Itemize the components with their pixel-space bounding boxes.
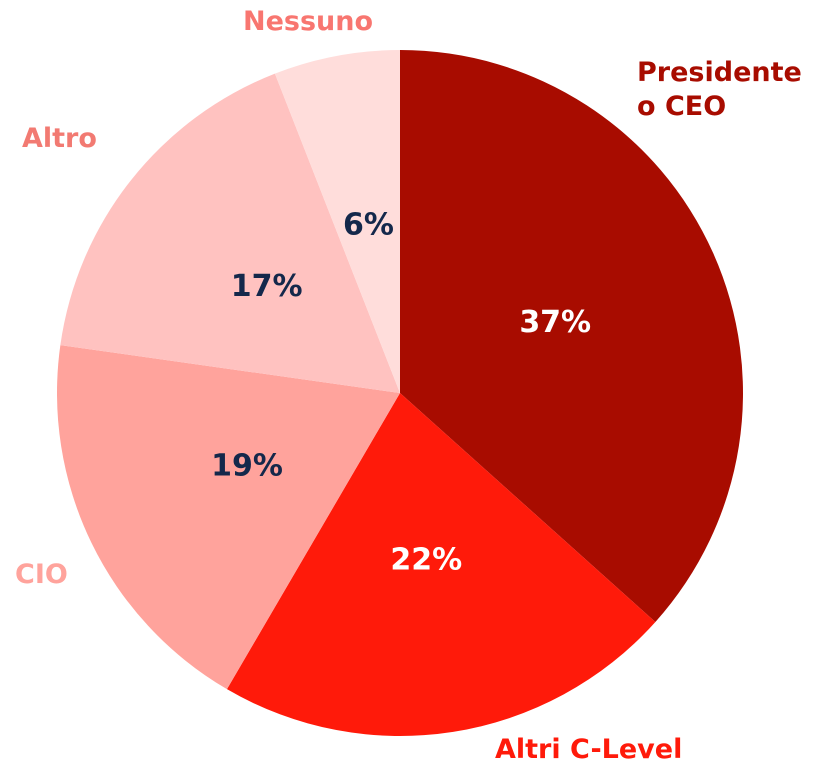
category-label: Altri C-Level bbox=[495, 734, 683, 765]
value-label: 37% bbox=[519, 305, 591, 340]
value-label: 6% bbox=[343, 207, 394, 242]
category-label: Nessuno bbox=[243, 6, 374, 37]
pie-slice bbox=[226, 393, 656, 737]
category-label: CIO bbox=[15, 559, 68, 590]
category-label: Presidente o CEO bbox=[637, 57, 802, 122]
pie-slice bbox=[60, 73, 400, 393]
value-label: 19% bbox=[211, 449, 283, 484]
pie-slice bbox=[274, 50, 400, 393]
pie-slice bbox=[57, 345, 401, 690]
category-label: Altro bbox=[22, 123, 97, 154]
value-label: 17% bbox=[231, 269, 303, 304]
value-label: 22% bbox=[390, 542, 462, 577]
pie-slice bbox=[400, 50, 744, 622]
